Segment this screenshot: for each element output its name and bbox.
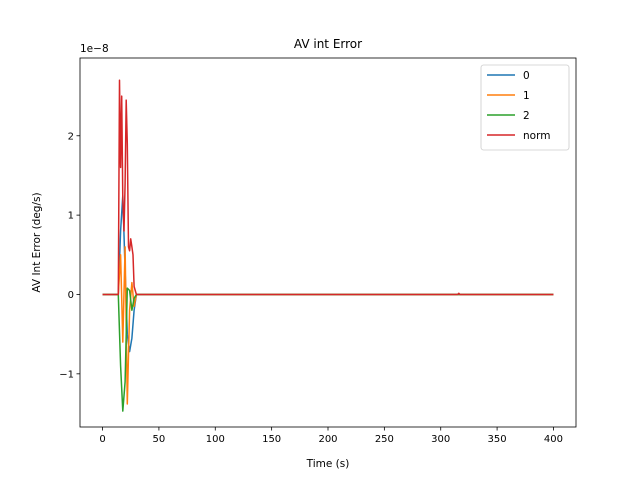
x-tick-label: 0 (99, 434, 105, 445)
x-tick-label: 100 (206, 434, 225, 445)
y-tick-label: −1 (59, 369, 74, 380)
legend-label-3: norm (523, 130, 550, 142)
series-line-2 (102, 287, 554, 412)
y-scale-label: 1e−8 (80, 43, 109, 55)
x-tick-label: 400 (544, 434, 563, 445)
x-tick-label: 350 (488, 434, 507, 445)
y-axis: −1 0 1 2 (59, 131, 80, 380)
x-axis-label: Time (s) (306, 458, 350, 470)
chart-title: AV int Error (294, 37, 362, 51)
series-line-3 (102, 79, 554, 296)
x-tick-label: 250 (375, 434, 394, 445)
legend-label-0: 0 (523, 70, 530, 82)
x-tick-label: 200 (318, 434, 337, 445)
y-axis-label: AV Int Error (deg/s) (31, 192, 43, 292)
series-line-1 (102, 246, 554, 405)
x-tick-label: 50 (153, 434, 166, 445)
x-tick-label: 150 (262, 434, 281, 445)
legend-label-2: 2 (523, 110, 530, 122)
x-axis: 0 50 100 150 200 250 300 350 400 (99, 427, 563, 445)
y-tick-label: 0 (68, 290, 74, 301)
plot-lines (102, 79, 554, 412)
x-tick-label: 300 (431, 434, 450, 445)
legend-box (480, 64, 570, 151)
y-tick-label: 1 (68, 211, 74, 222)
y-tick-label: 2 (68, 131, 74, 142)
legend: 0 1 2 norm (480, 64, 570, 151)
legend-label-1: 1 (523, 90, 530, 102)
